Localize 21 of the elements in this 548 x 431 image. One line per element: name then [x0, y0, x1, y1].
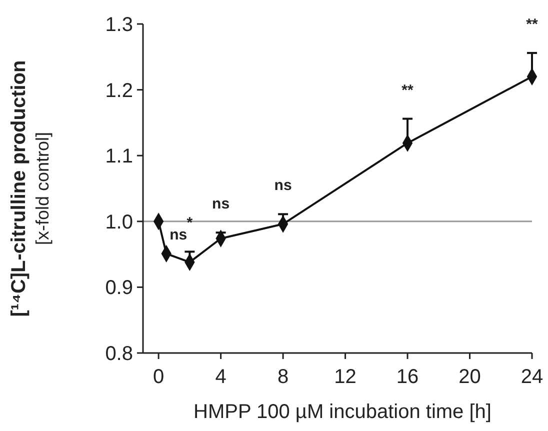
x-tick-label: 16	[396, 366, 419, 388]
y-tick-label: 0.8	[105, 343, 133, 365]
x-tick-label: 12	[334, 366, 356, 388]
data-label: ns	[170, 226, 188, 244]
x-tick-label: 8	[277, 366, 289, 388]
y-axis-title: [¹⁴C]L-citrulline production [x-fold control]	[8, 60, 52, 317]
data-label: *	[186, 214, 193, 232]
x-tick-label: 4	[215, 366, 226, 388]
y-tick-label: 0.9	[105, 277, 133, 300]
y-tick-label: 1.0	[105, 211, 133, 234]
data-label: **	[526, 16, 538, 33]
y-tick-label: 1.3	[105, 14, 133, 36]
data-label: ns	[274, 177, 292, 194]
y-tick-label: 1.2	[105, 80, 133, 102]
y-tick-label: 1.1	[105, 146, 133, 168]
x-tick-label: 24	[520, 366, 544, 388]
x-tick-label: 20	[458, 366, 481, 388]
data-label: ns	[212, 196, 230, 213]
data-label: **	[402, 82, 414, 99]
x-axis-title: HMPP 100 µM incubation time [h]	[194, 401, 492, 423]
x-tick-label: 0	[152, 366, 164, 388]
